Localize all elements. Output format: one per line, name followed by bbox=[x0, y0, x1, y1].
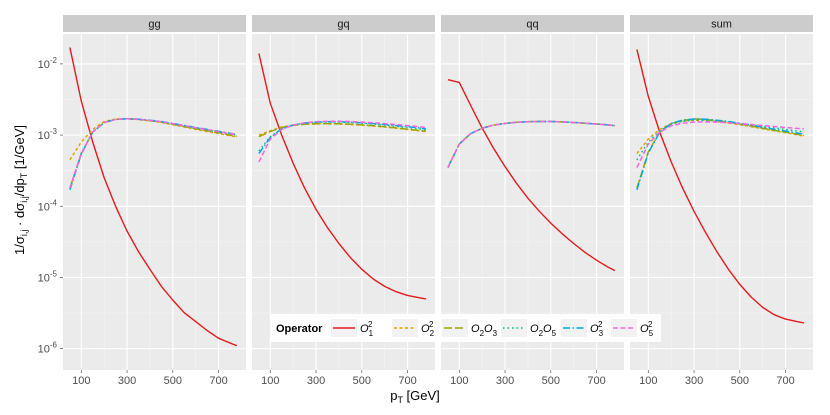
legend-item-O5sq: O52 bbox=[611, 319, 654, 338]
series-line-O5sq bbox=[69, 117, 237, 189]
series-line-O5sq bbox=[636, 121, 804, 168]
x-tick-label: 300 bbox=[307, 375, 325, 387]
legend-label: O32 bbox=[590, 320, 604, 338]
panel-strip bbox=[63, 15, 246, 32]
series-line-O2sq bbox=[636, 119, 805, 155]
x-tick-label: 100 bbox=[72, 375, 90, 387]
legend-item-O2O5: O2O5 bbox=[501, 319, 557, 338]
x-tick-label: 300 bbox=[118, 375, 136, 387]
legend-item-O2sq: O22 bbox=[392, 319, 435, 338]
panel-strip bbox=[252, 15, 435, 32]
series-line-O1sq bbox=[447, 79, 616, 272]
series-group bbox=[636, 49, 805, 324]
panel-strip-title: gq bbox=[337, 19, 349, 31]
x-axis-title: pT [GeV] bbox=[390, 388, 440, 405]
panels-layer: gg 100 300 500 700 gq 100 300 500 700 qq 100 300 500 7… bbox=[63, 15, 813, 387]
legend-item-O2O3: O2O3 bbox=[442, 319, 498, 338]
series-line-O1sq bbox=[258, 53, 427, 300]
series-line-O5sq bbox=[447, 120, 615, 168]
series-line-O1sq bbox=[69, 47, 238, 347]
panel-strip bbox=[630, 15, 813, 32]
series-group bbox=[258, 53, 427, 300]
x-tick-label: 700 bbox=[776, 375, 794, 387]
x-tick-label: 500 bbox=[353, 375, 371, 387]
legend-label: O22 bbox=[421, 320, 435, 338]
x-tick-label: 100 bbox=[261, 375, 279, 387]
panel-gg: gg 100 300 500 700 bbox=[63, 15, 246, 387]
panel-strip-title: qq bbox=[526, 19, 538, 31]
y-tick-label: 10-2 bbox=[38, 56, 58, 71]
series-line-O2O3 bbox=[258, 122, 426, 138]
x-tick-label: 100 bbox=[450, 375, 468, 387]
x-tick-label: 500 bbox=[542, 375, 560, 387]
series-line-O3sq bbox=[636, 118, 805, 191]
x-tick-label: 300 bbox=[685, 375, 703, 387]
legend-label: O12 bbox=[360, 320, 374, 338]
series-group bbox=[447, 79, 616, 272]
series-group bbox=[69, 47, 238, 347]
x-tick-label: 700 bbox=[587, 375, 605, 387]
series-line-O3sq bbox=[258, 120, 427, 155]
legend-label: O52 bbox=[640, 320, 654, 338]
legend-key-box bbox=[501, 319, 527, 337]
panel-strip bbox=[441, 15, 624, 32]
y-tick-label: 10-4 bbox=[38, 198, 58, 213]
y-axis-title: 1/σi,j · dσi,j/dpT [1/GeV] bbox=[12, 125, 29, 255]
x-tick-label: 700 bbox=[398, 375, 416, 387]
x-tick-label: 500 bbox=[731, 375, 749, 387]
y-axis: 10-6 10-5 10-4 10-3 10-2 bbox=[38, 56, 63, 356]
x-tick-label: 300 bbox=[496, 375, 514, 387]
panel-strip-title: gg bbox=[148, 19, 160, 31]
series-line-O1sq bbox=[636, 49, 805, 324]
y-tick-label: 10-6 bbox=[38, 341, 58, 356]
x-tick-label: 700 bbox=[209, 375, 227, 387]
panel-strip-title: sum bbox=[711, 19, 732, 31]
legend-title: Operator bbox=[276, 323, 323, 335]
panel-sum: sum 100 300 500 700 bbox=[630, 15, 813, 387]
y-tick-label: 10-5 bbox=[38, 269, 58, 284]
x-tick-label: 500 bbox=[164, 375, 182, 387]
legend: Operator O12 O22 O2O3 O2O5 O32 O52 bbox=[271, 314, 661, 342]
series-line-O5sq bbox=[258, 120, 427, 163]
panel-background bbox=[63, 34, 246, 370]
series-line-O3sq bbox=[447, 120, 615, 168]
legend-label: O2O3 bbox=[471, 323, 498, 338]
series-line-O2sq bbox=[69, 117, 237, 161]
legend-item-O1sq: O12 bbox=[331, 319, 374, 338]
x-tick-label: 100 bbox=[639, 375, 657, 387]
legend-label: O2O5 bbox=[530, 323, 557, 338]
legend-item-O3sq: O32 bbox=[561, 319, 604, 338]
y-tick-label: 10-3 bbox=[38, 127, 58, 142]
